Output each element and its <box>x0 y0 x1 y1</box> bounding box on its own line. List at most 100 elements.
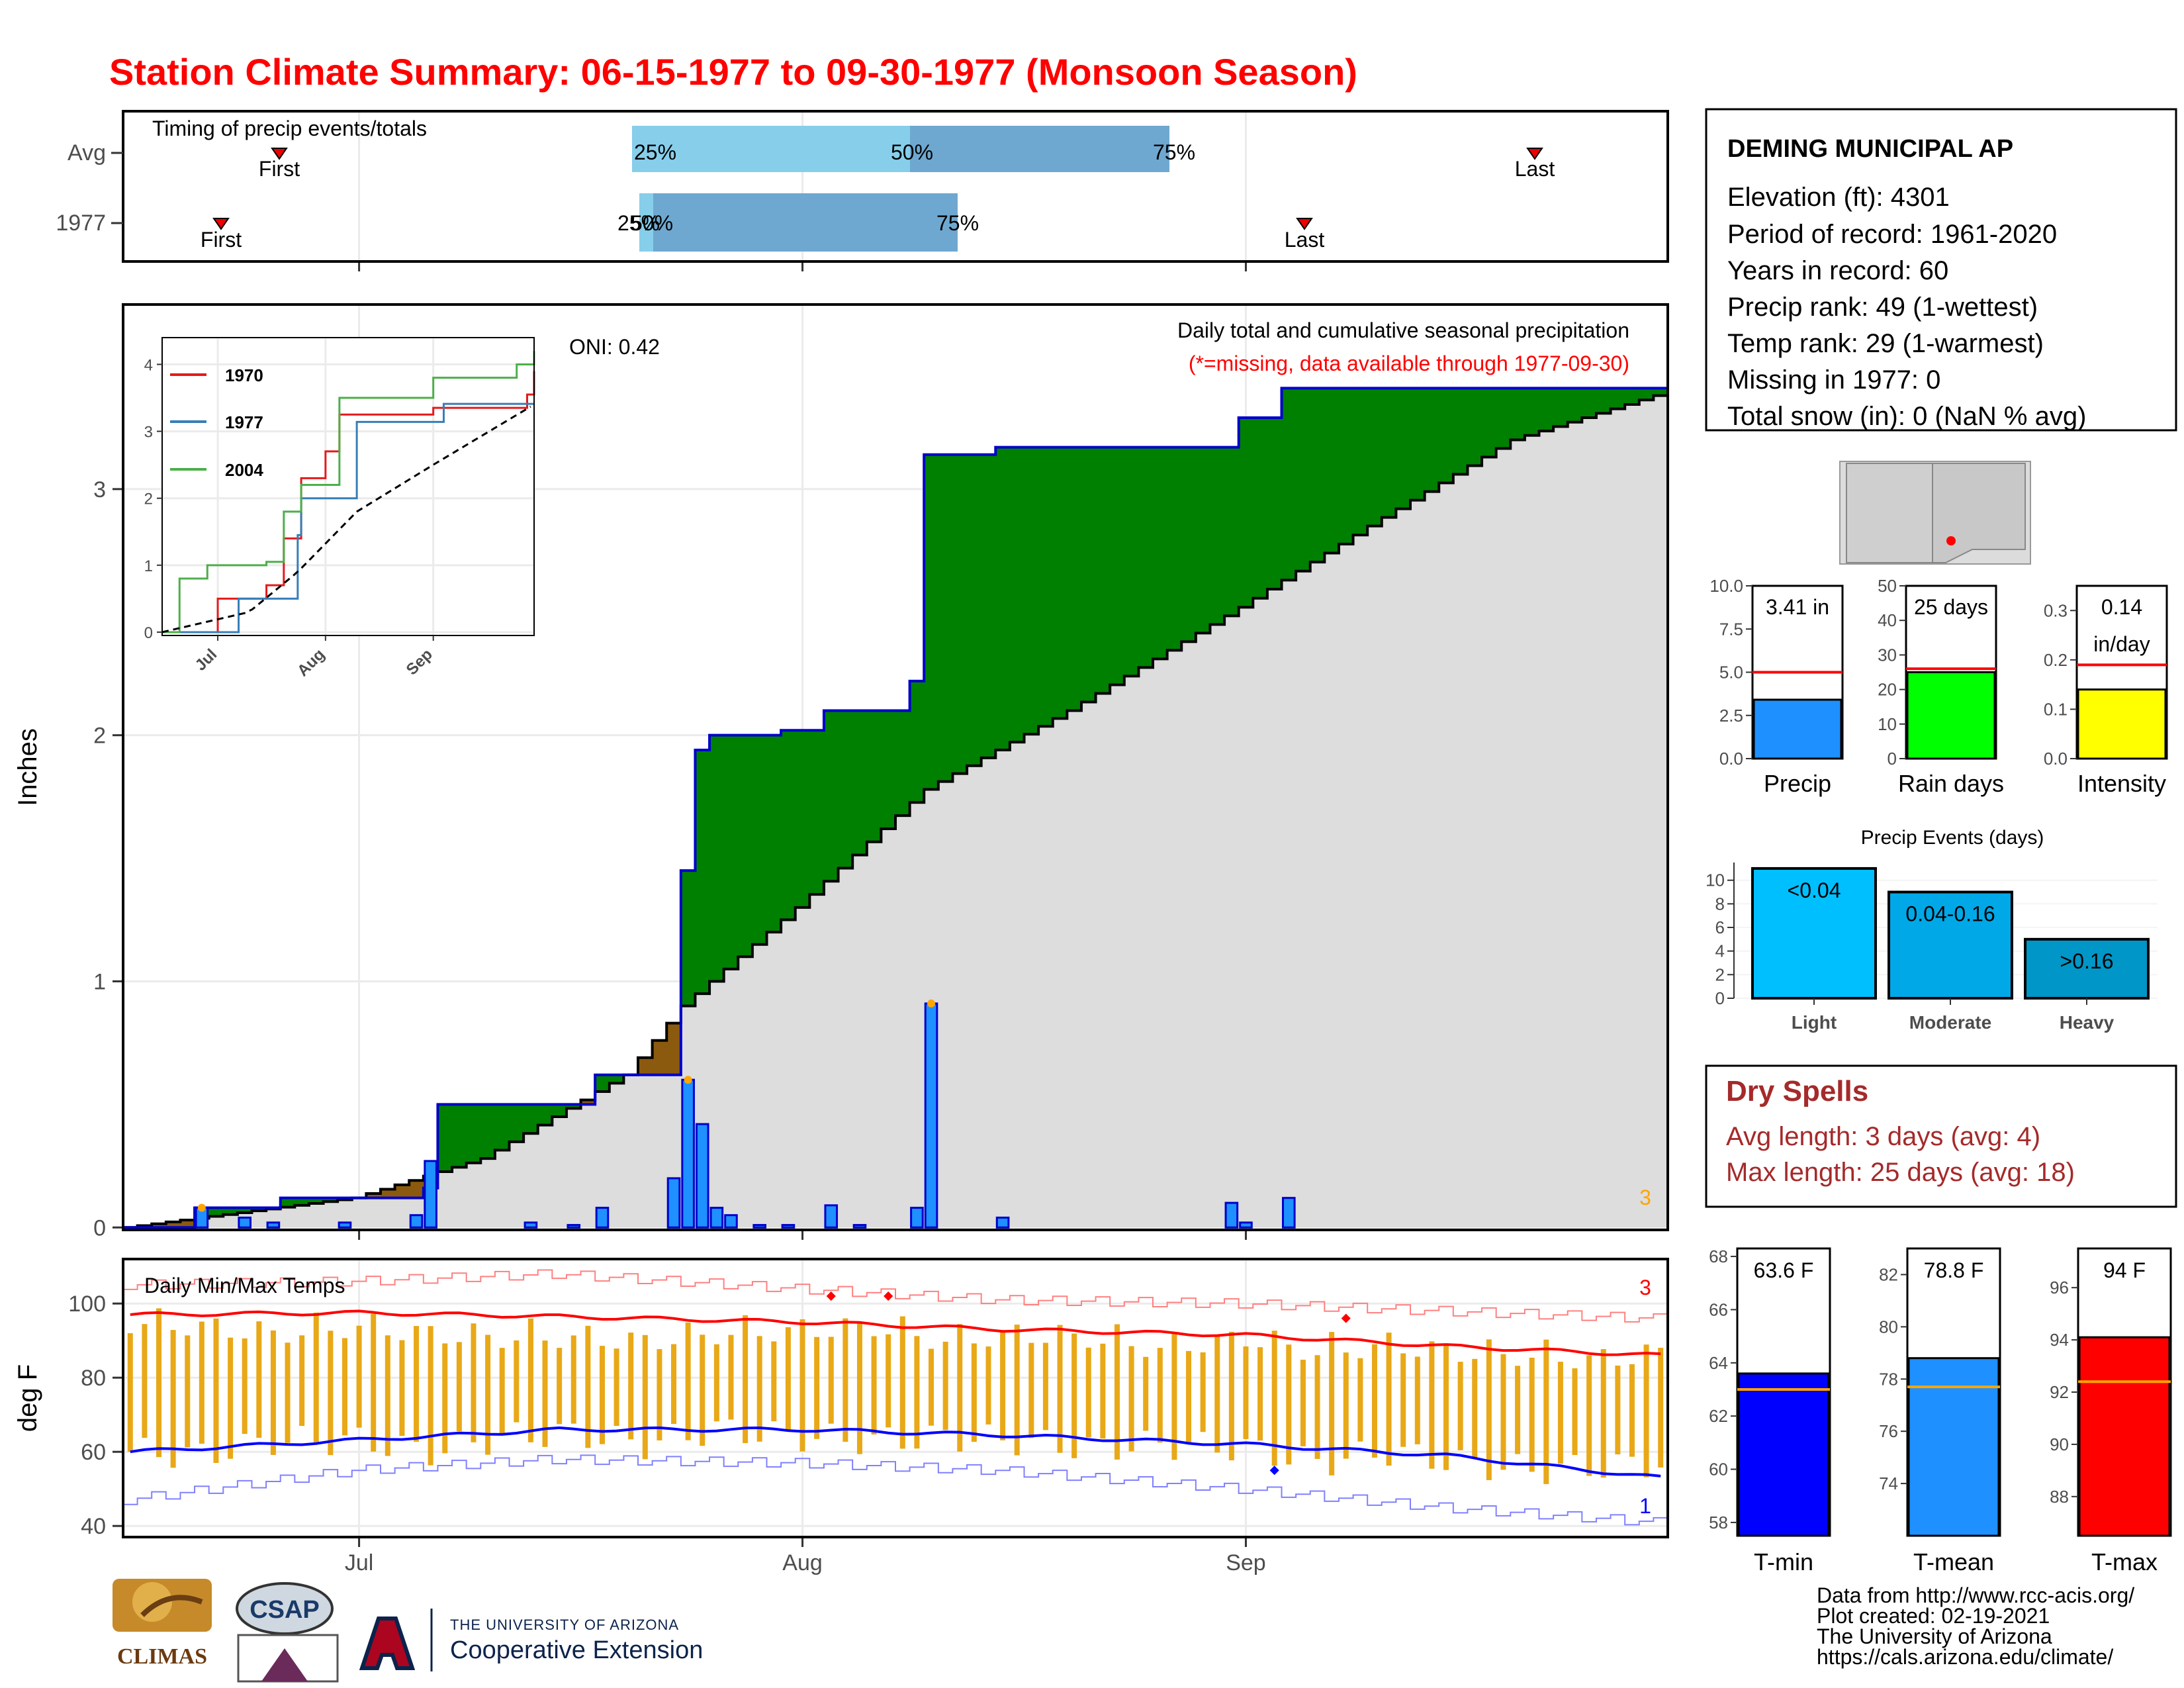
daily-temp-range-bar <box>514 1340 520 1423</box>
record-max-line <box>123 1269 1668 1323</box>
daily-temp-range-bar <box>1085 1347 1091 1438</box>
daily-temp-range-bar <box>1457 1362 1463 1450</box>
station-missing: Missing in 1977: 0 <box>1727 365 1940 395</box>
daily-temp-range-bar <box>442 1343 448 1454</box>
ua-logo: THE UNIVERSITY OF ARIZONA Cooperative Ex… <box>359 1609 703 1671</box>
events-ytick-label: 4 <box>1715 941 1725 961</box>
daily-temp-range-bar <box>127 1333 133 1452</box>
location-map <box>1839 461 2031 565</box>
above-avg-area <box>967 454 982 766</box>
y1977-iqr-high-bar <box>653 193 958 252</box>
daily-temp-range-bar <box>299 1335 305 1427</box>
daily-temp-range-bar <box>557 1348 563 1425</box>
above-avg-area <box>437 1104 453 1172</box>
footer-plot-created: Plot created: 02-19-2021 <box>1817 1604 2050 1628</box>
daily-temp-range-bar <box>1286 1344 1292 1465</box>
daily-temp-range-bar <box>856 1322 862 1454</box>
daily-precip-bar <box>1239 1221 1253 1229</box>
precip-ytick-label: 0 <box>93 1215 106 1241</box>
minibar-ytick-label: 5.0 <box>1719 663 1743 682</box>
tbar-ytick-label: 60 <box>1709 1460 1728 1479</box>
daily-precip-bar <box>338 1221 352 1229</box>
above-avg-area <box>1453 388 1468 475</box>
tbar-ytick-label: 74 <box>1879 1474 1898 1493</box>
daily-temp-range-bar <box>799 1319 805 1452</box>
station-name: DEMING MUNICIPAL AP <box>1727 135 2013 163</box>
daily-temp-range-bar <box>1429 1341 1435 1469</box>
temp-ytick-label: 40 <box>81 1514 106 1539</box>
inset-ytick-label: 4 <box>144 356 153 374</box>
temps-corner-top: 3 <box>1639 1276 1651 1299</box>
above-avg-area <box>952 454 968 774</box>
csap-logo-text: CSAP <box>250 1596 320 1624</box>
daily-temp-range-bar <box>1386 1333 1392 1466</box>
above-avg-area <box>1496 388 1511 449</box>
avg-max-line <box>130 1309 1661 1356</box>
minibar-ytick-label: 0.0 <box>2044 749 2068 769</box>
minibar-value-1 <box>1906 671 1996 760</box>
above-avg-area <box>466 1104 481 1163</box>
tbar-ytick-label: 88 <box>2050 1487 2069 1507</box>
above-avg-area <box>308 1197 324 1204</box>
daily-precip-bar <box>1224 1201 1239 1229</box>
above-avg-area <box>480 1104 496 1159</box>
above-avg-area <box>1038 447 1054 727</box>
daily-temp-range-bar <box>957 1324 963 1452</box>
daily-temp-range-bar <box>1028 1342 1034 1438</box>
daily-temp-range-bar <box>1600 1349 1606 1478</box>
daily-temp-range-bar <box>657 1349 662 1440</box>
daily-temp-range-bar <box>1371 1344 1377 1458</box>
above-avg-area <box>1482 388 1497 457</box>
events-ytick-label: 10 <box>1706 870 1725 890</box>
ua-logo-line2: Cooperative Extension <box>450 1636 703 1664</box>
tbar-ytick-label: 64 <box>1709 1353 1728 1373</box>
events-bar-label: >0.16 <box>2060 949 2114 973</box>
daily-precip-bar <box>238 1216 251 1229</box>
daily-temp-range-bar <box>456 1342 462 1432</box>
above-avg-area <box>1224 447 1240 616</box>
minibar-ytick-label: 0 <box>1888 749 1897 769</box>
daily-temp-range-bar <box>971 1343 977 1442</box>
above-avg-area <box>995 447 1011 750</box>
daily-temp-range-bar <box>256 1321 262 1438</box>
below-avg-area <box>152 1223 167 1228</box>
daily-temp-range-bar <box>156 1308 162 1458</box>
tbar-ytick-label: 92 <box>2050 1382 2069 1402</box>
timing-row-1977: 1977 <box>56 211 106 236</box>
daily-temp-range-bar <box>1486 1339 1492 1480</box>
daily-temp-range-bar <box>542 1340 548 1447</box>
daily-temp-range-bar <box>428 1326 433 1466</box>
minibar-value-label-1: 25 days <box>1914 595 1988 619</box>
above-avg-area <box>1281 388 1297 581</box>
minibar-ytick-label: 2.5 <box>1719 706 1743 726</box>
record-high-marker <box>884 1291 893 1301</box>
temp-ytick-label: 60 <box>81 1440 106 1465</box>
page-title: Station Climate Summary: 06-15-1977 to 0… <box>109 51 1357 93</box>
daily-temp-range-bar <box>785 1327 791 1431</box>
events-xtick-label: Light <box>1792 1012 1837 1033</box>
above-avg-area <box>1410 388 1426 500</box>
temps-corner-bottom: 1 <box>1639 1494 1651 1518</box>
daily-precip-bar <box>523 1221 538 1229</box>
above-avg-area <box>895 710 911 816</box>
temp-ytick-label: 80 <box>81 1366 106 1391</box>
avg-first-marker <box>271 148 288 160</box>
minibar-ytick-label: 30 <box>1878 645 1897 665</box>
inset-ytick-label: 0 <box>144 624 153 642</box>
daily-precip-bar <box>695 1123 709 1229</box>
daily-temp-range-bar <box>1329 1332 1335 1476</box>
above-avg-area <box>251 1207 267 1211</box>
missing-note: (*=missing, data available through 1977-… <box>1189 352 1629 375</box>
temp-xtick-label: Sep <box>1226 1550 1266 1575</box>
daily-precip-bar <box>409 1214 424 1229</box>
tbar-ytick-label: 66 <box>1709 1299 1728 1319</box>
tbar-ytick-label: 90 <box>2050 1434 2069 1454</box>
avg-last-marker <box>1526 148 1543 160</box>
daily-precip-bar <box>824 1204 839 1229</box>
minibar-ytick-label: 40 <box>1878 610 1897 630</box>
tbar-label-0: T-min <box>1754 1548 1813 1575</box>
above-avg-area <box>852 710 868 855</box>
daily-temp-range-bar <box>1643 1344 1649 1477</box>
daily-temp-range-bar <box>1271 1331 1277 1466</box>
footer-logos: CLIMAS CSAP THE UNIVERSITY OF ARIZONA Co… <box>113 1579 2134 1683</box>
